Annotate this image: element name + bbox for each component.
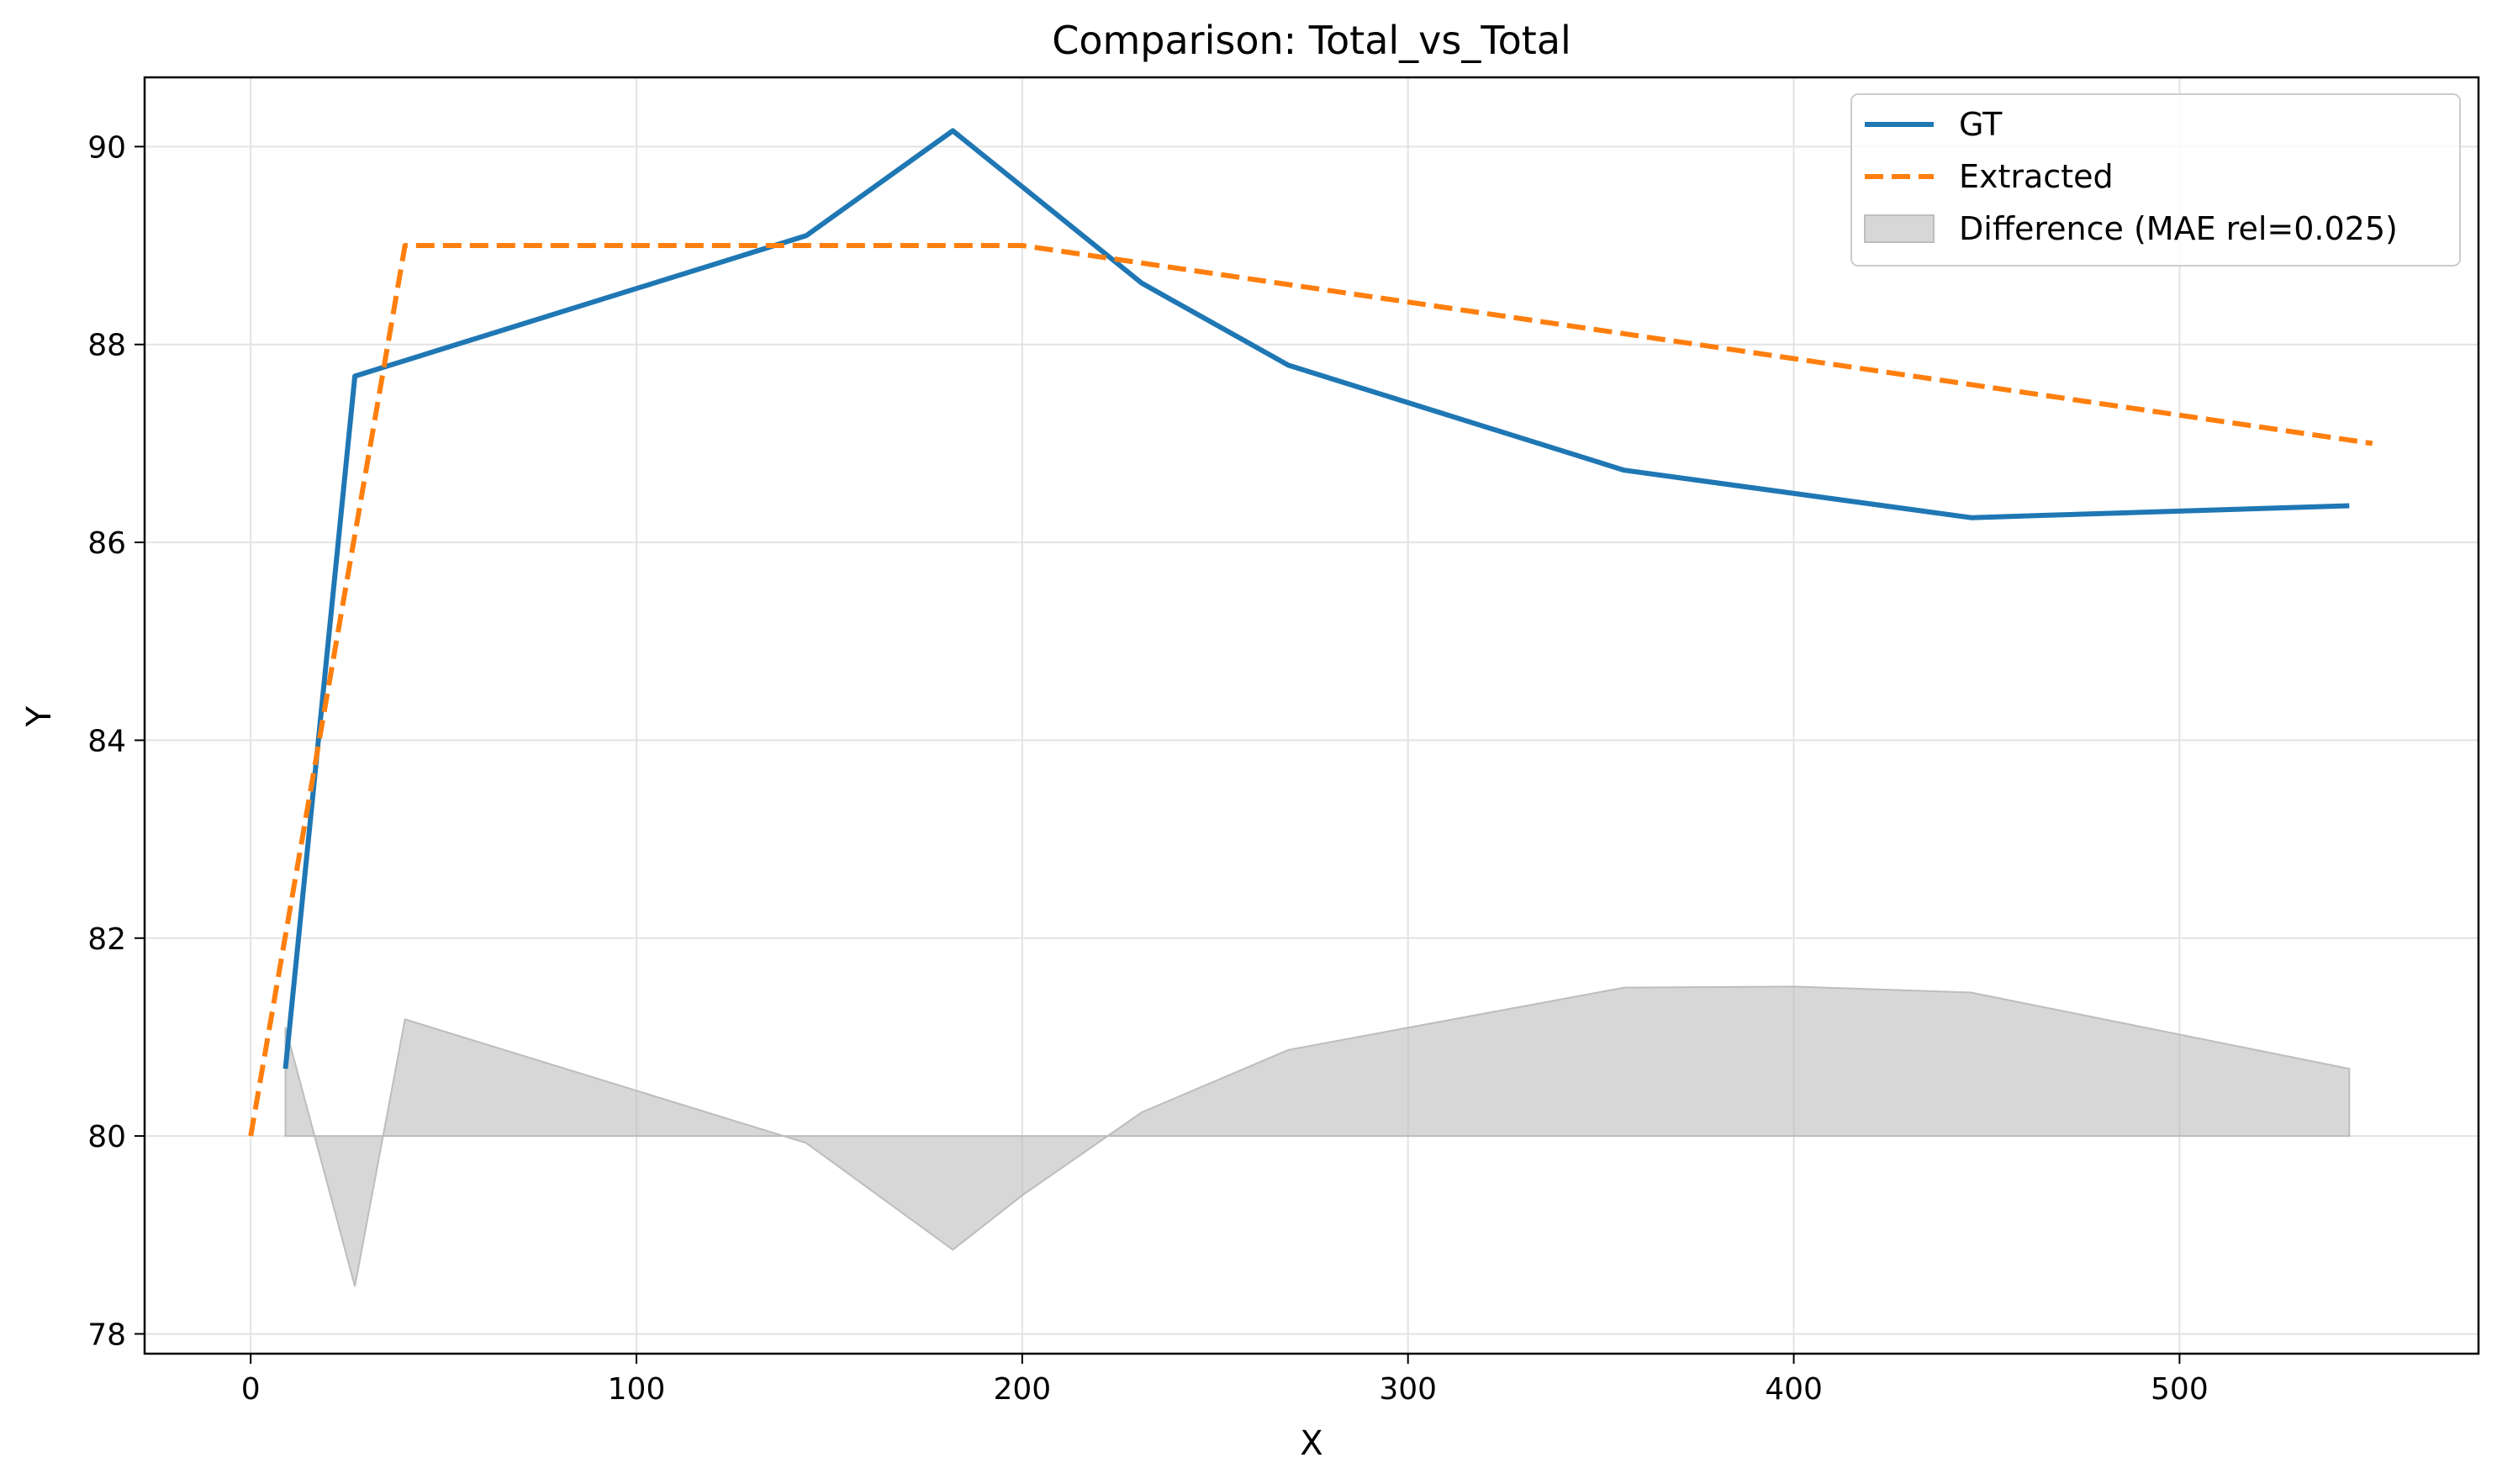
x-tick-label: 400 [1765, 1372, 1823, 1407]
y-tick-label: 88 [87, 329, 126, 363]
plot-frame [143, 76, 2480, 1355]
y-tick-label: 80 [87, 1120, 126, 1154]
y-tick-label: 82 [87, 922, 126, 957]
extracted-series-line [248, 243, 2373, 1137]
legend-label: Difference (MAE rel=0.025) [1959, 210, 2398, 247]
y-tick-label: 84 [87, 724, 126, 758]
difference-area-layer [284, 985, 2351, 1287]
legend-swatch-difference [1864, 214, 1935, 243]
x-tick-label: 100 [608, 1372, 666, 1407]
y-tick-label: 90 [87, 130, 126, 165]
difference-area [284, 985, 2351, 1287]
x-tick-label: 0 [241, 1372, 261, 1407]
x-tick-label: 200 [994, 1372, 1052, 1407]
legend-box [1850, 93, 2461, 267]
series-lines [248, 128, 2373, 1137]
x-axis-label: X [1300, 1424, 1322, 1463]
gt-series-line [282, 128, 2350, 1069]
y-tick-label: 78 [87, 1318, 126, 1352]
legend: GT Extracted Difference (MAE rel=0.025) [1850, 93, 2461, 267]
legend-label: Extracted [1959, 158, 2114, 195]
axis-ticks: 0 100 200 300 400 500 78 80 82 84 86 88 90 [87, 130, 2209, 1407]
x-tick-label: 300 [1379, 1372, 1437, 1407]
x-tick-label: 500 [2151, 1372, 2209, 1407]
chart-title: Comparison: Total_vs_Total [1052, 18, 1571, 63]
y-axis-label: Y [20, 705, 59, 727]
legend-label: GT [1959, 106, 2003, 143]
y-tick-label: 86 [87, 526, 126, 561]
